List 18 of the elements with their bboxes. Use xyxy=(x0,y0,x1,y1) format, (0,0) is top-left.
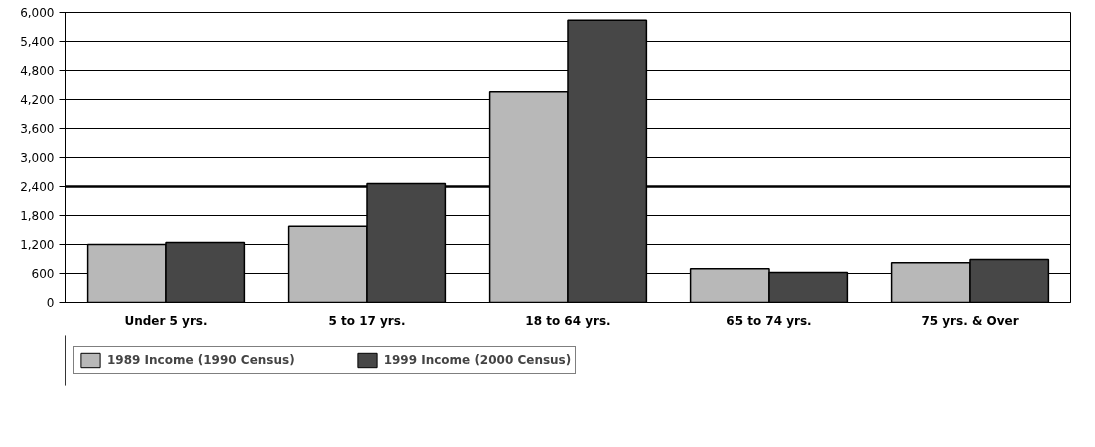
x-tick-label: 18 to 64 yrs. xyxy=(525,313,611,328)
y-tick-label: 4,200 xyxy=(20,93,55,107)
y-tick-label: 4,800 xyxy=(20,64,55,78)
y-tick-label: 2,400 xyxy=(20,180,55,194)
y-tick-label: 1,200 xyxy=(20,238,55,252)
x-tick-label: 75 yrs. & Over xyxy=(921,313,1019,328)
legend-label: 1999 Income (2000 Census) xyxy=(383,353,572,367)
y-tick-label: 1,800 xyxy=(20,209,55,223)
y-tick-label: 6,000 xyxy=(20,6,55,20)
x-tick-label: 5 to 17 yrs. xyxy=(328,313,406,328)
y-tick-label: 600 xyxy=(31,267,55,281)
y-tick-label: 3,000 xyxy=(20,151,55,165)
x-tick-label: Under 5 yrs. xyxy=(124,313,208,328)
y-tick-label: 5,400 xyxy=(20,35,55,49)
y-tick-label: 0 xyxy=(46,296,55,310)
legend-label: 1989 Income (1990 Census) xyxy=(107,353,295,367)
x-tick-label: 65 to 74 yrs. xyxy=(726,313,812,328)
y-tick-label: 3,600 xyxy=(20,122,55,136)
